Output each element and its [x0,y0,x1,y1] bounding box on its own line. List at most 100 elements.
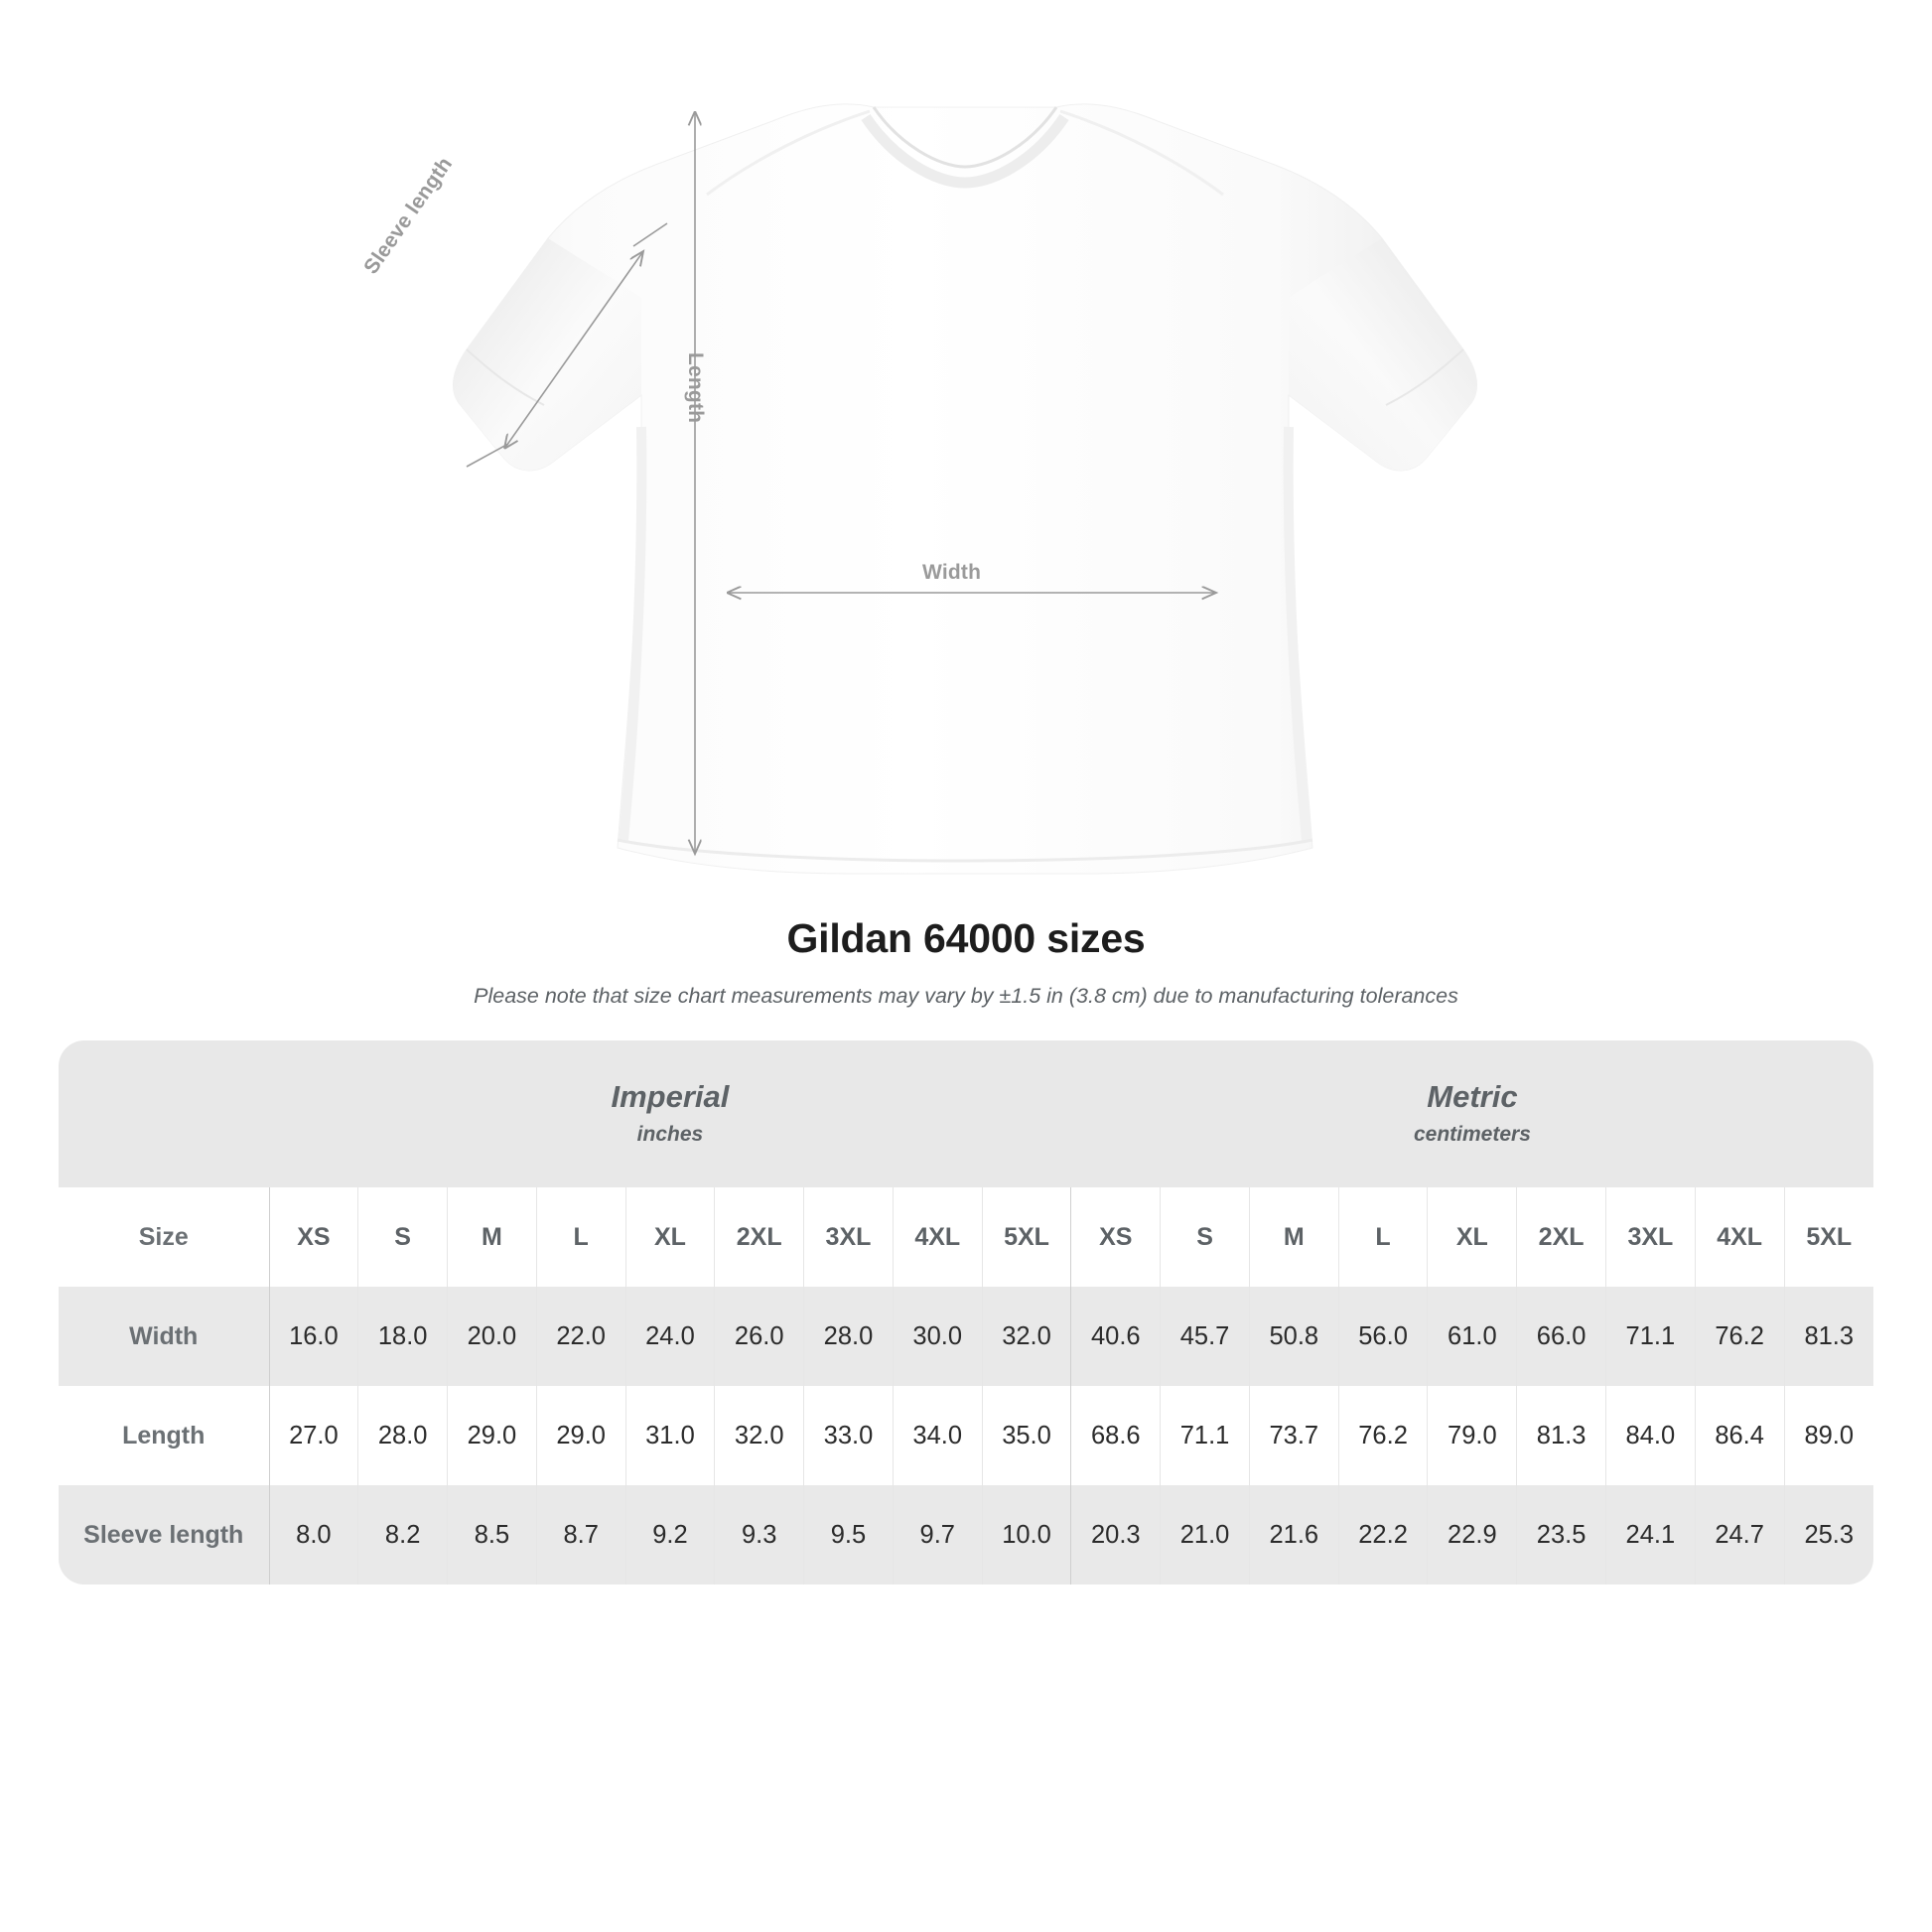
size-header-imperial-m: M [447,1187,537,1287]
unit-group-metric: Metric centimeters [1070,1040,1873,1187]
size-header-imperial-s: S [357,1187,448,1287]
sleeve-tick-bottom [466,443,509,468]
cell-width-imperial-4xl: 30.0 [892,1287,983,1386]
cell-sleeve-length-metric-5xl: 25.3 [1783,1485,1873,1585]
unit-group-imperial-subtitle: inches [636,1123,704,1147]
cell-sleeve-length-imperial-xs: 8.0 [268,1485,358,1585]
cell-length-imperial-l: 29.0 [535,1386,626,1485]
tshirt-illustration [452,103,1478,875]
cell-sleeve-length-imperial-m: 8.5 [447,1485,537,1585]
sleeve-tick-top [632,222,668,247]
unit-group-metric-subtitle: centimeters [1414,1123,1531,1147]
cell-width-imperial-xl: 24.0 [624,1287,715,1386]
cell-sleeve-length-metric-2xl: 23.5 [1516,1485,1606,1585]
size-header-metric-xl: XL [1427,1187,1517,1287]
cell-width-imperial-5xl: 32.0 [981,1287,1071,1386]
cell-width-imperial-m: 20.0 [447,1287,537,1386]
cell-length-imperial-xl: 31.0 [624,1386,715,1485]
cell-sleeve-length-metric-xs: 20.3 [1070,1485,1161,1585]
size-header-metric-xs: XS [1070,1187,1161,1287]
unit-group-header-row: Imperial inches Metric centimeters [59,1040,1873,1187]
size-chart-thead: Imperial inches Metric centimeters Size X… [59,1040,1873,1287]
size-header-row: Size XS S M L XL 2XL 3XL 4XL 5XL XS S M L XL 2XL 3XL 4XL 5… [59,1187,1873,1287]
cell-width-metric-3xl: 71.1 [1604,1287,1696,1386]
cell-width-metric-m: 50.8 [1248,1287,1339,1386]
cell-width-metric-5xl: 81.3 [1783,1287,1873,1386]
size-chart-heading: Gildan 64000 sizes Please note that size… [0,915,1932,1009]
cell-length-imperial-4xl: 34.0 [892,1386,983,1485]
unit-group-spacer [59,1040,269,1187]
tolerance-note: Please note that size chart measurements… [474,984,1458,1008]
cell-sleeve-length-imperial-l: 8.7 [535,1485,626,1585]
unit-group-imperial: Imperial inches [269,1040,1071,1187]
cell-width-imperial-l: 22.0 [535,1287,626,1386]
cell-length-metric-l: 76.2 [1337,1386,1428,1485]
row-label-sleeve-length: Sleeve length [59,1485,269,1585]
size-header-imperial-2xl: 2XL [714,1187,804,1287]
size-chart-table-container: Imperial inches Metric centimeters Size X… [59,1040,1873,1585]
unit-group-metric-title: Metric [1427,1078,1518,1114]
size-header-imperial-xs: XS [268,1187,358,1287]
cell-width-imperial-s: 18.0 [357,1287,448,1386]
cell-width-metric-2xl: 66.0 [1516,1287,1606,1386]
cell-length-metric-m: 73.7 [1248,1386,1339,1485]
sleeve-length-arrow [504,251,643,449]
size-header-metric-3xl: 3XL [1604,1187,1696,1287]
cell-length-imperial-s: 28.0 [357,1386,448,1485]
page-title: Gildan 64000 sizes [786,915,1146,961]
cell-sleeve-length-imperial-s: 8.2 [357,1485,448,1585]
size-header-imperial-5xl: 5XL [981,1187,1071,1287]
cell-width-imperial-3xl: 28.0 [803,1287,894,1386]
cell-length-imperial-5xl: 35.0 [981,1386,1071,1485]
cell-length-metric-xs: 68.6 [1070,1386,1161,1485]
cell-length-metric-5xl: 89.0 [1783,1386,1873,1485]
cell-width-imperial-2xl: 26.0 [714,1287,804,1386]
cell-length-imperial-xs: 27.0 [268,1386,358,1485]
cell-length-metric-3xl: 84.0 [1604,1386,1696,1485]
size-header-metric-s: S [1160,1187,1250,1287]
unit-group-imperial-title: Imperial [611,1078,730,1114]
size-header-imperial-3xl: 3XL [803,1187,894,1287]
length-label: Length [684,352,707,424]
width-label: Width [922,561,982,584]
cell-sleeve-length-imperial-5xl: 10.0 [981,1485,1071,1585]
cell-sleeve-length-metric-4xl: 24.7 [1694,1485,1785,1585]
cell-sleeve-length-metric-s: 21.0 [1160,1485,1250,1585]
size-header-metric-l: L [1337,1187,1428,1287]
table-row: Width 16.0 18.0 20.0 22.0 24.0 26.0 28.0 30.0 32.… [59,1287,1873,1386]
cell-width-metric-xs: 40.6 [1070,1287,1161,1386]
cell-sleeve-length-metric-xl: 22.9 [1427,1485,1517,1585]
cell-sleeve-length-imperial-3xl: 9.5 [803,1485,894,1585]
cell-length-metric-xl: 79.0 [1427,1386,1517,1485]
cell-length-imperial-m: 29.0 [447,1386,537,1485]
size-header-metric-m: M [1248,1187,1339,1287]
cell-width-metric-xl: 61.0 [1427,1287,1517,1386]
cell-width-metric-l: 56.0 [1337,1287,1428,1386]
cell-sleeve-length-metric-3xl: 24.1 [1604,1485,1696,1585]
size-header-metric-2xl: 2XL [1516,1187,1606,1287]
cell-length-imperial-2xl: 32.0 [714,1386,804,1485]
row-label-width: Width [59,1287,269,1386]
size-header-imperial-4xl: 4XL [892,1187,983,1287]
size-chart-table: Imperial inches Metric centimeters Size X… [59,1040,1873,1585]
size-header-label: Size [59,1187,269,1287]
tshirt-shape [452,103,1478,875]
cell-length-metric-4xl: 86.4 [1694,1386,1785,1485]
row-label-length: Length [59,1386,269,1485]
size-header-imperial-l: L [535,1187,626,1287]
table-row: Length 27.0 28.0 29.0 29.0 31.0 32.0 33.0 34.0 35… [59,1386,1873,1485]
measurement-guides [466,111,1216,854]
cell-length-imperial-3xl: 33.0 [803,1386,894,1485]
cell-length-metric-s: 71.1 [1160,1386,1250,1485]
cell-width-metric-4xl: 76.2 [1694,1287,1785,1386]
cell-sleeve-length-imperial-xl: 9.2 [624,1485,715,1585]
cell-sleeve-length-imperial-2xl: 9.3 [714,1485,804,1585]
cell-sleeve-length-metric-l: 22.2 [1337,1485,1428,1585]
size-header-metric-4xl: 4XL [1694,1187,1785,1287]
cell-sleeve-length-metric-m: 21.6 [1248,1485,1339,1585]
tshirt-diagram: Sleeve length Length Width [0,0,1932,894]
table-row: Sleeve length 8.0 8.2 8.5 8.7 9.2 9.3 9.5 9.7 10.… [59,1485,1873,1585]
cell-sleeve-length-imperial-4xl: 9.7 [892,1485,983,1585]
size-chart-tbody: Width 16.0 18.0 20.0 22.0 24.0 26.0 28.0 30.0 32.… [59,1287,1873,1585]
cell-width-metric-s: 45.7 [1160,1287,1250,1386]
